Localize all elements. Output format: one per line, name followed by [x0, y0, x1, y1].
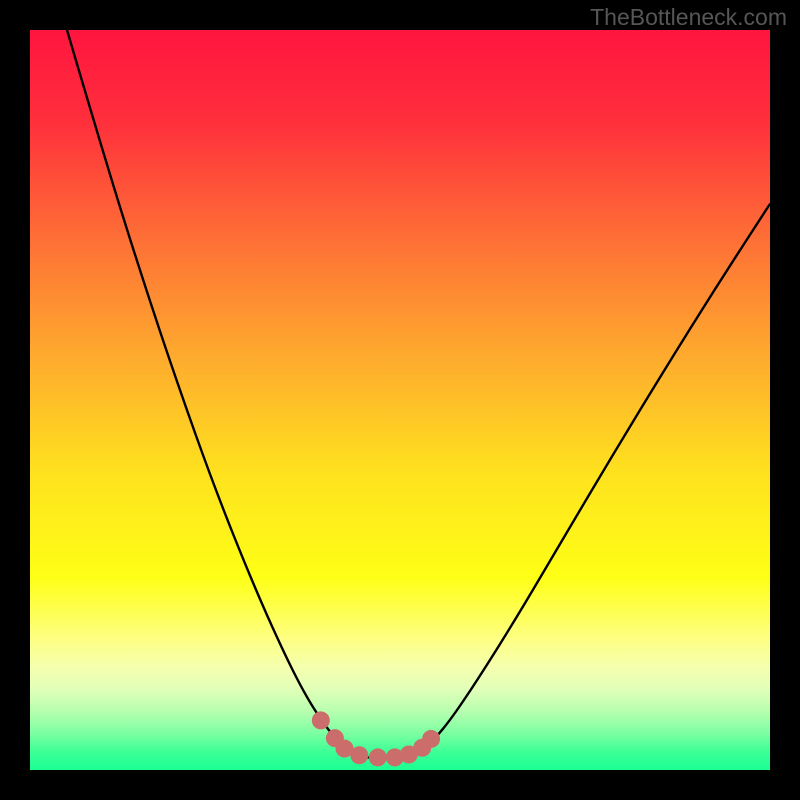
chart-frame: TheBottleneck.com — [0, 0, 800, 800]
floor-dot — [312, 711, 330, 729]
floor-dot — [369, 748, 387, 766]
floor-dot — [350, 746, 368, 764]
plot-area — [30, 30, 770, 770]
watermark-text: TheBottleneck.com — [590, 4, 787, 31]
floor-dot — [422, 730, 440, 748]
bottleneck-curve — [67, 30, 770, 757]
floor-dots — [312, 711, 440, 766]
curve-layer — [30, 30, 770, 770]
